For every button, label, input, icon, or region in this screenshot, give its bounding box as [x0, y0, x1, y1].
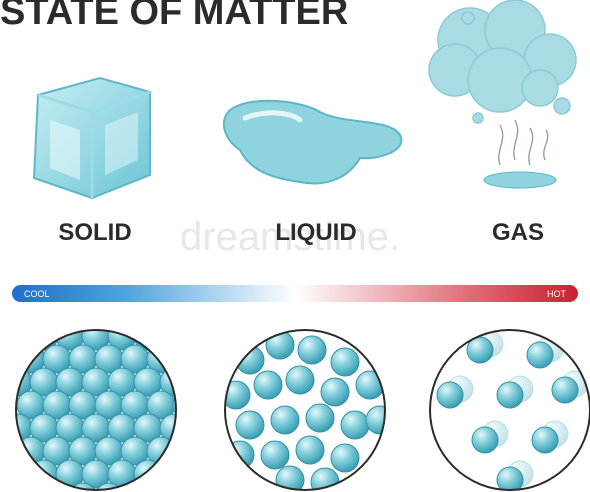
particle	[147, 483, 175, 492]
particle	[160, 460, 188, 488]
particle	[186, 368, 214, 396]
particle	[341, 411, 369, 439]
particle	[173, 345, 201, 373]
particle	[497, 382, 523, 408]
particle	[286, 366, 314, 394]
particle	[186, 414, 214, 442]
particle	[254, 371, 282, 399]
particle	[199, 437, 227, 465]
particle	[17, 483, 45, 492]
particle	[173, 437, 201, 465]
title: STATE OF MATTER	[0, 0, 348, 33]
particle	[160, 322, 188, 350]
particle	[261, 441, 289, 469]
particle	[532, 427, 558, 453]
particle	[199, 345, 227, 373]
state-label: SOLID	[58, 219, 131, 246]
particle	[266, 331, 294, 359]
particle	[527, 342, 553, 368]
particle	[321, 378, 349, 406]
particle	[236, 411, 264, 439]
particle	[186, 322, 214, 350]
particle	[30, 460, 58, 488]
puddle	[224, 101, 401, 184]
particle	[366, 406, 394, 434]
particle	[296, 436, 324, 464]
particle	[497, 467, 523, 492]
particle	[552, 377, 578, 403]
particle	[298, 336, 326, 364]
state-label: LIQUID	[275, 219, 356, 246]
temperature-bar	[12, 285, 578, 302]
state-label: GAS	[492, 219, 544, 246]
particle	[236, 346, 264, 374]
scale-low: COOL	[24, 289, 50, 299]
particle	[437, 382, 463, 408]
particle	[306, 404, 334, 432]
illustration: STATE OF MATTER dreamstime. SOLID LIQUID…	[0, 0, 590, 492]
particle	[173, 483, 201, 492]
particle	[271, 406, 299, 434]
particle	[4, 322, 32, 350]
particle	[173, 391, 201, 419]
particle	[199, 483, 227, 492]
particle	[331, 348, 359, 376]
gas-puddle	[484, 172, 556, 188]
particle	[356, 371, 384, 399]
ice-cube	[34, 78, 150, 198]
particle	[186, 460, 214, 488]
scale-high: HOT	[547, 289, 567, 299]
particle-group	[4, 322, 227, 492]
steam	[499, 120, 548, 165]
particle	[472, 427, 498, 453]
particle	[4, 460, 32, 488]
cloud	[429, 0, 576, 123]
particles	[4, 322, 588, 492]
particle	[199, 391, 227, 419]
particle	[134, 460, 162, 488]
particle	[331, 444, 359, 472]
